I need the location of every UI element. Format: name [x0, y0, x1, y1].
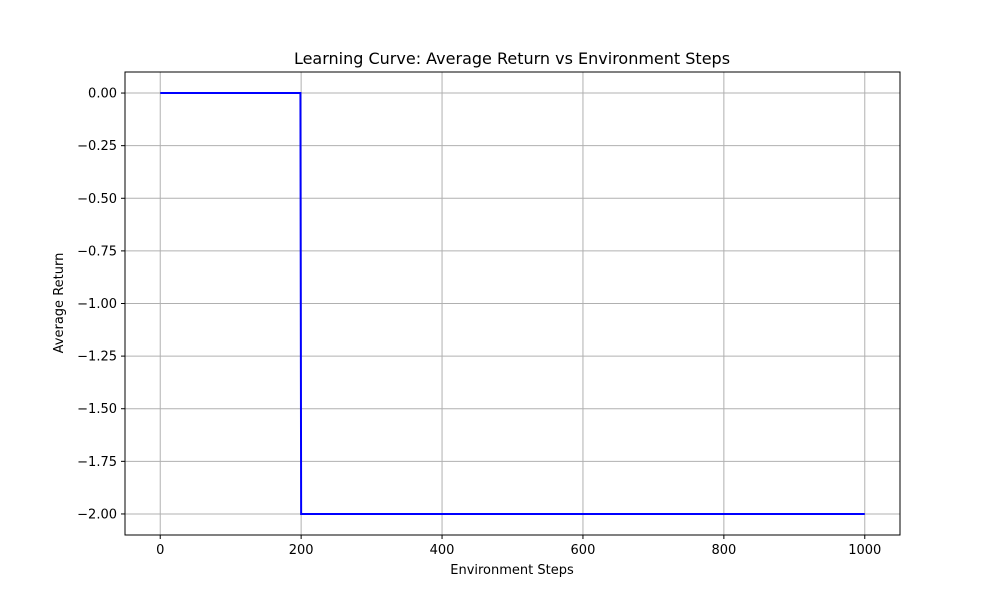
x-tick-label: 800: [711, 543, 736, 558]
series-layer: [160, 92, 865, 515]
x-axis-label: Environment Steps: [450, 563, 574, 578]
grid: [125, 72, 900, 535]
x-tick-label: 0: [156, 543, 164, 558]
series-line: [160, 92, 865, 515]
x-tick-label: 600: [571, 543, 596, 558]
x-tick-label: 1000: [848, 543, 881, 558]
y-tick-label: −0.25: [77, 139, 117, 154]
y-axis-label: Average Return: [52, 253, 67, 354]
y-tick-label: −1.25: [77, 350, 117, 365]
axis-ticks: 0 200 400 600 800 1000 0.00 −0.25 −0.50 −0.75 −1.0…: [77, 87, 881, 558]
y-tick-label: 0.00: [88, 87, 117, 102]
y-tick-label: −1.00: [77, 297, 117, 312]
chart-title: Learning Curve: Average Return vs Enviro…: [294, 49, 730, 68]
y-tick-label: −0.75: [77, 244, 117, 259]
x-tick-label: 200: [289, 543, 314, 558]
y-tick-label: −1.75: [77, 455, 117, 470]
y-tick-label: −0.50: [77, 192, 117, 207]
x-tick-label: 400: [430, 543, 455, 558]
y-tick-label: −2.00: [77, 507, 117, 522]
y-tick-label: −1.50: [77, 402, 117, 417]
